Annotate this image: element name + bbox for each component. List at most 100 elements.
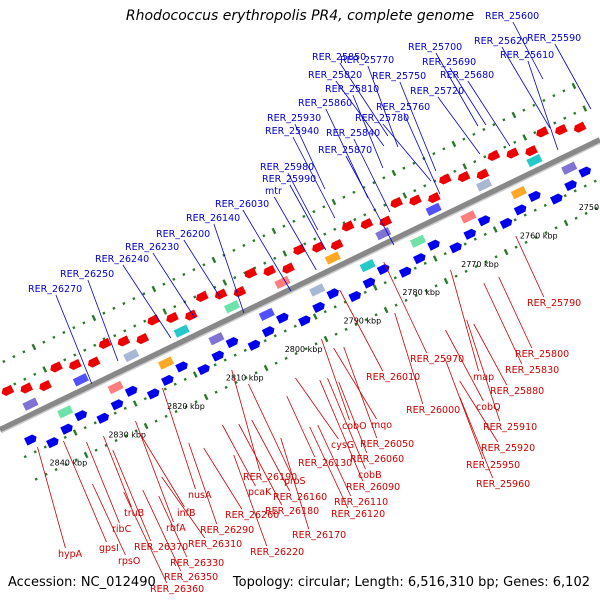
reverse-gene-label: RER_26180 [265,506,319,517]
tick-mark [83,426,87,430]
forward-gene-label: RER_26240 [95,254,149,265]
leader-line [339,62,389,137]
tick-mark [31,343,37,351]
leader-line [295,377,339,440]
tick-mark [583,184,587,188]
tick-mark [233,276,237,280]
tick-mark [514,245,518,249]
tick-mark [533,131,537,135]
kbp-label: 2820 kbp [167,402,205,411]
forward-gene-label: RER_25870 [318,145,372,156]
forward-gene-arrow [110,399,124,411]
reverse-gene-arrow [390,196,404,209]
tick-mark [472,132,476,136]
tick-mark [482,127,486,132]
leader-line [87,279,119,362]
forward-gene-label: RER_25680 [440,70,494,81]
leader-line [251,419,291,492]
tick-mark [404,298,408,302]
tick-mark [484,260,488,264]
forward-gene-arrow [175,361,188,373]
tick-mark [142,292,146,296]
tick-mark [52,335,56,339]
reverse-gene-label: RER_26160 [273,492,327,503]
reverse-gene-arrow [98,337,112,349]
reverse-gene-arrow [573,121,587,133]
forward-gene-arrow [427,239,440,251]
forward-gene-arrow [449,242,462,254]
tick-mark [12,355,16,359]
feature-block [258,307,275,322]
reverse-gene-arrow [233,286,247,298]
tick-mark [333,227,337,231]
tick-mark [263,364,269,372]
kbp-label: 2800 kbp [285,345,323,354]
reverse-gene-label: RER_26350 [164,572,218,583]
reverse-gene-label: RER_26110 [334,497,388,508]
reverse-gene-label: infB [177,508,196,519]
tick-mark [82,321,86,325]
tick-mark [151,285,157,293]
topology-text: Topology: circular; Length: 6,516,310 bp… [232,575,590,590]
leader-line [142,489,182,572]
leader-line [527,60,559,151]
tick-mark [93,343,97,347]
tick-mark [113,334,117,338]
kbp-label: 2810 kbp [226,373,264,382]
tick-mark [553,121,557,125]
tick-mark [374,313,378,317]
tick-mark [94,448,98,452]
reverse-gene-label: RER_26220 [250,547,304,558]
forward-gene-label: RER_26200 [156,229,210,240]
tick-mark [303,242,307,246]
reverse-gene-label: RER_25800 [515,349,569,360]
tick-mark [393,276,397,280]
tick-mark [582,105,588,112]
tick-mark [533,208,537,212]
tick-mark [363,213,367,217]
reverse-gene-label: RER_26290 [200,525,254,536]
tick-mark [213,363,217,367]
tick-mark [211,256,217,264]
leader-line [294,123,326,190]
reverse-gene-arrow [117,335,131,347]
leader-line [141,435,185,508]
leader-line [335,80,385,147]
tick-mark [132,400,138,407]
reverse-gene-label: RER_26330 [170,558,224,569]
tick-mark [323,335,329,343]
forward-gene-label: RER_25850 [312,52,366,63]
tick-mark [91,314,97,322]
tick-mark [64,463,68,467]
forward-gene-arrow [499,217,513,230]
tick-mark [63,435,67,439]
reverse-gene-arrow [457,170,471,183]
leader-line [352,94,384,169]
feature-block [324,251,341,265]
reverse-gene-label: RER_26000 [406,405,460,416]
tick-mark [2,359,6,364]
tick-mark [363,290,367,294]
leader-line [280,437,310,530]
tick-mark [402,192,408,199]
leader-line [135,420,174,523]
tick-mark [413,189,417,193]
forward-gene-arrow [463,228,476,240]
tick-mark [113,411,117,415]
tick-mark [83,451,89,459]
tick-mark [364,318,368,322]
kbp-label: 2750 kbp [579,203,600,212]
reverse-gene-arrow [341,220,355,232]
tick-mark [513,140,517,144]
forward-gene-arrow [247,339,261,351]
leader-line [289,184,327,251]
forward-gene-arrow [60,423,73,435]
tick-mark [492,123,496,127]
tick-mark [33,450,37,454]
tick-mark [511,111,517,119]
tick-mark [262,234,266,238]
forward-gene-arrow [74,410,87,422]
forward-gene-label: RER_25750 [372,71,426,82]
tick-mark [263,339,267,343]
